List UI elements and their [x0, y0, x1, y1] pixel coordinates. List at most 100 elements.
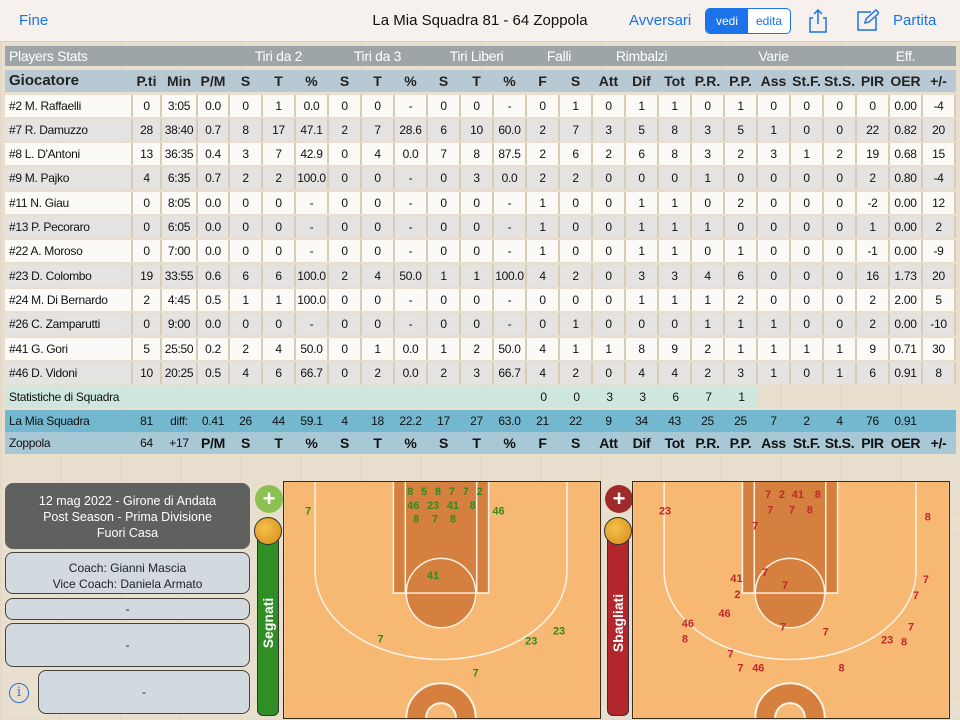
shot-marker[interactable]: 46	[682, 618, 694, 630]
player-row[interactable]: #22 A. Moroso 0 7:00 0.0 0 0-0 0-0 0-1 0 0 1 1 0 1 0 0 0…	[5, 240, 956, 263]
shot-marker[interactable]: 41	[427, 570, 439, 582]
shot-marker[interactable]: 8	[807, 505, 813, 517]
shot-marker[interactable]: 7	[432, 514, 438, 526]
shot-marker[interactable]: 8	[839, 662, 845, 674]
shot-marker[interactable]: 23	[525, 636, 537, 648]
stat-cell: -	[494, 191, 527, 214]
match-button[interactable]: Partita	[893, 12, 937, 29]
game-info-panel[interactable]: 12 mag 2022 - Girone di Andata Post Seas…	[5, 483, 250, 549]
team-total-cell: 59.1	[296, 410, 329, 433]
made-shots-toggle[interactable]: Segnati	[257, 530, 279, 716]
shot-marker[interactable]: 7	[923, 574, 929, 586]
add-missed-shot-button[interactable]: +	[605, 485, 633, 513]
column-header: St.S.	[824, 70, 857, 93]
shot-marker[interactable]: 7	[305, 506, 311, 518]
shot-marker[interactable]: 7	[463, 486, 469, 498]
player-row[interactable]: #24 M. Di Bernardo 2 4:45 0.5 1 1 100.0 0 0-0 0-0…	[5, 288, 956, 311]
player-row[interactable]: #7 R. Damuzzo 28 38:40 0.7 8 17 47.1 2 7 28.6 6 10 6…	[5, 118, 956, 141]
shot-marker[interactable]: 8	[815, 489, 821, 501]
shot-marker[interactable]: 8	[413, 514, 419, 526]
column-footer: Dif	[626, 432, 659, 455]
shot-marker[interactable]: 46	[492, 506, 504, 518]
compose-icon[interactable]	[857, 9, 879, 31]
player-row[interactable]: #11 N. Giau 0 8:05 0.0 0 0-0 0-0 0-1 0 0 1 1 0 2 0 0 0 -2…	[5, 191, 956, 214]
shot-marker[interactable]: 7	[727, 649, 733, 661]
players-stats-table: Players Stats Tiri da 2 Tiri da 3 Tiri Libe…	[5, 46, 956, 457]
info-field-3[interactable]: -	[38, 670, 250, 714]
shot-marker[interactable]: 23	[881, 635, 893, 647]
shot-marker[interactable]: 7	[752, 521, 758, 533]
stat-cell: 2	[527, 167, 560, 190]
view-segment[interactable]: vedi	[706, 9, 748, 33]
add-made-shot-button[interactable]: +	[255, 485, 283, 513]
shot-marker[interactable]: 7	[449, 486, 455, 498]
stat-cell: 50.0	[296, 337, 329, 360]
missed-shots-toggle[interactable]: Sbagliati	[607, 530, 629, 716]
shot-marker[interactable]: 41	[730, 573, 742, 585]
shot-marker[interactable]: 23	[659, 506, 671, 518]
info-icon[interactable]: i	[9, 683, 29, 703]
shot-marker[interactable]: 2	[779, 489, 785, 501]
shot-marker[interactable]: 7	[767, 505, 773, 517]
column-group: Tiri Liberi	[428, 46, 527, 66]
stat-cell: 1	[758, 313, 791, 336]
shot-marker[interactable]: 5	[421, 486, 427, 498]
shot-marker[interactable]: 8	[901, 637, 907, 649]
player-row[interactable]: #41 G. Gori 5 25:50 0.2 2 4 50.0 0 1 0.0 1 2 50.0 4 1 1…	[5, 337, 956, 360]
shot-marker[interactable]: 7	[823, 627, 829, 639]
column-header: S	[560, 70, 593, 93]
shot-marker[interactable]: 41	[792, 489, 804, 501]
shot-marker[interactable]: 8	[450, 514, 456, 526]
shot-marker[interactable]: 2	[734, 589, 740, 601]
player-row[interactable]: #26 C. Zamparutti 0 9:00 0.0 0 0-0 0-0 0-0 1 0 0 0 1…	[5, 313, 956, 336]
shot-marker[interactable]: 8	[470, 500, 476, 512]
player-row[interactable]: #9 M. Pajko 4 6:35 0.7 2 2 100.0 0 0-0 3 0.0 2 2 0 0 0 1…	[5, 167, 956, 190]
opponents-button[interactable]: Avversari	[629, 12, 692, 29]
stat-cell: 100.0	[494, 264, 527, 287]
shot-marker[interactable]: 8	[682, 634, 688, 646]
shot-marker[interactable]: 23	[427, 500, 439, 512]
coach-panel[interactable]: Coach: Gianni Mascia Vice Coach: Daniela…	[5, 552, 250, 594]
stat-cell: 28.6	[395, 118, 428, 141]
shot-marker[interactable]: 7	[765, 489, 771, 501]
shot-marker[interactable]: 7	[789, 505, 795, 517]
shot-marker[interactable]: 46	[752, 662, 764, 674]
info-field-2[interactable]: -	[5, 623, 250, 667]
stat-cell: 50.0	[395, 264, 428, 287]
edit-segment[interactable]: edita	[755, 14, 783, 28]
shot-marker[interactable]: 7	[913, 590, 919, 602]
shot-marker[interactable]: 7	[780, 622, 786, 634]
shot-marker[interactable]: 7	[473, 667, 479, 679]
stat-cell: 0	[230, 216, 263, 239]
player-row[interactable]: #2 M. Raffaelli 0 3:05 0.0 0 1 0.0 0 0-0 0-0 1 0 1 1 0…	[5, 94, 956, 117]
missed-shots-label: Sbagliati	[610, 593, 626, 653]
column-header: %	[395, 70, 428, 93]
shot-marker[interactable]: 7	[762, 567, 768, 579]
shot-marker[interactable]: 8	[925, 512, 931, 524]
shot-marker[interactable]: 7	[908, 622, 914, 634]
shot-marker[interactable]: 23	[553, 626, 565, 638]
shot-marker[interactable]: 41	[447, 500, 459, 512]
stat-cell: 0	[329, 337, 362, 360]
player-row[interactable]: #8 L. D'Antoni 13 36:35 0.4 3 7 42.9 0 4 0.0 7 8 87.…	[5, 143, 956, 166]
shot-marker[interactable]: 7	[377, 634, 383, 646]
stat-cell: 2	[824, 143, 857, 166]
stat-cell: 1	[659, 191, 692, 214]
player-row[interactable]: #46 D. Vidoni 10 20:25 0.5 4 6 66.7 0 2 0.0 2 3 66.7…	[5, 361, 956, 384]
shot-marker[interactable]: 8	[435, 486, 441, 498]
player-row[interactable]: #13 P. Pecoraro 0 6:05 0.0 0 0-0 0-0 0-1 0 0 1 1 1 0 0…	[5, 216, 956, 239]
shot-marker[interactable]: 7	[782, 580, 788, 592]
player-row[interactable]: #23 D. Colombo 19 33:55 0.6 6 6 100.0 2 4 50.0 1 1 1…	[5, 264, 956, 287]
share-icon[interactable]	[808, 9, 828, 33]
shot-marker[interactable]: 46	[719, 608, 731, 620]
shot-marker[interactable]: 7	[737, 662, 743, 674]
stat-cell: 2	[362, 361, 395, 384]
shot-marker[interactable]: 46	[407, 500, 419, 512]
stat-cell: 12	[923, 191, 956, 214]
shot-marker[interactable]: 8	[407, 486, 413, 498]
info-field-1[interactable]: -	[5, 598, 250, 620]
shot-marker[interactable]: 2	[477, 486, 483, 498]
done-button[interactable]: Fine	[19, 12, 49, 29]
